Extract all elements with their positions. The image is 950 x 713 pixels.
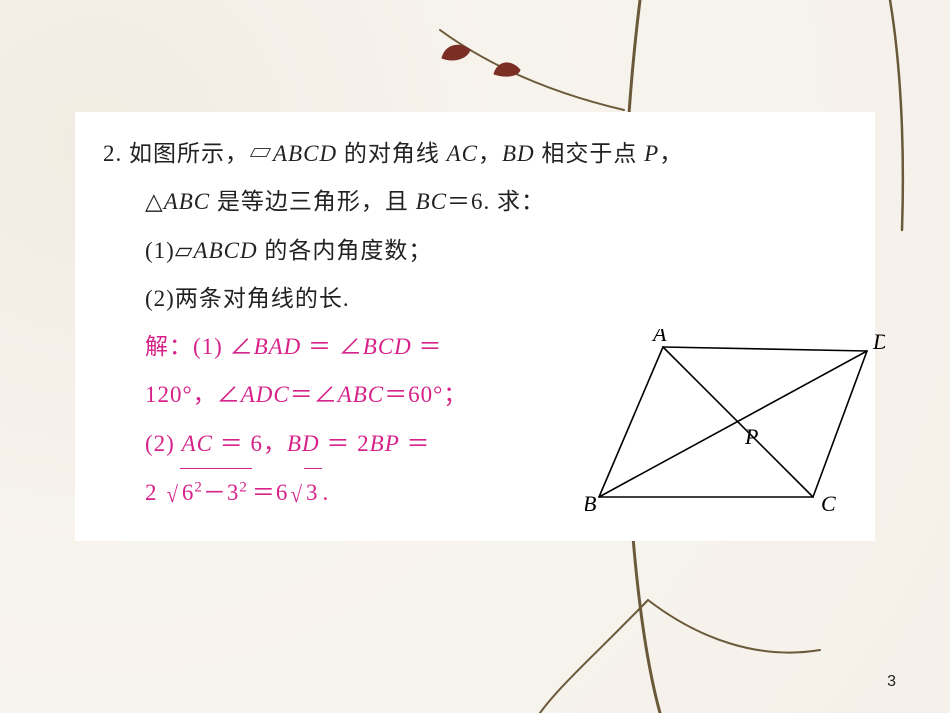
answer-line-2: 120°，∠ADC＝∠ABC＝60°；	[145, 371, 575, 419]
subquestion-2: (2)两条对角线的长.	[103, 275, 847, 323]
svg-text:B: B	[585, 491, 596, 516]
problem-card: 2. 如图所示，▱ABCD 的对角线 AC，BD 相交于点 P， △ABC 是等…	[75, 112, 875, 541]
svg-text:P: P	[744, 424, 758, 449]
svg-text:A: A	[651, 329, 667, 346]
question-line-1: 2. 如图所示，▱ABCD 的对角线 AC，BD 相交于点 P，	[103, 130, 847, 178]
answer-line-1: 解：(1) ∠BAD ＝ ∠BCD ＝	[145, 323, 575, 371]
answer-line-4: 2 √62－32＝6√3.	[145, 468, 575, 517]
question-line-2: △ABC 是等边三角形，且 BC＝6. 求：	[103, 178, 847, 226]
parallelogram-diagram: A B C D P	[585, 329, 885, 519]
subquestion-1: (1)▱ABCD 的各内角度数；	[103, 227, 847, 275]
page-number: 3	[887, 673, 896, 691]
svg-text:D: D	[872, 329, 885, 354]
answer-block: 解：(1) ∠BAD ＝ ∠BCD ＝ 120°，∠ADC＝∠ABC＝60°； …	[103, 323, 847, 519]
sqrt-1: √62－32	[164, 468, 252, 517]
sqrt-2: √3	[288, 468, 322, 517]
answer-text: 解：(1) ∠BAD ＝ ∠BCD ＝ 120°，∠ADC＝∠ABC＝60°； …	[103, 323, 575, 517]
answer-line-3: (2) AC ＝ 6，BD ＝ 2BP ＝	[145, 420, 575, 468]
q-number: 2.	[103, 141, 122, 166]
svg-text:C: C	[821, 491, 836, 516]
